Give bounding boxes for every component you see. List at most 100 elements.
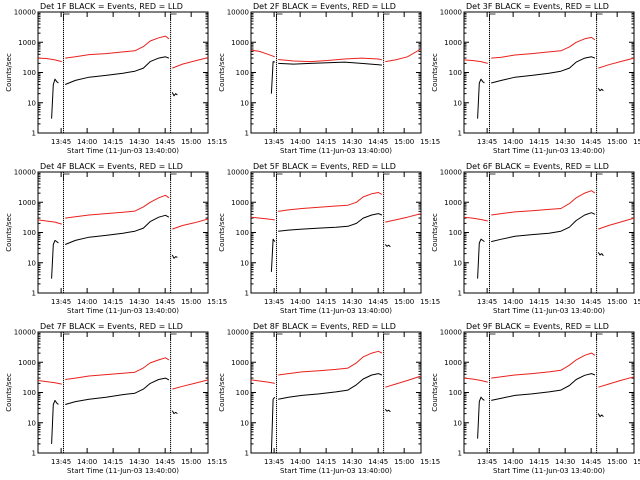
panel-title: Det 2F BLACK = Events, RED = LLD: [253, 2, 396, 11]
y-tick-label: 10000: [440, 169, 462, 177]
panel-title: Det 5F BLACK = Events, RED = LLD: [253, 162, 396, 171]
events-series-line: [171, 92, 178, 97]
x-tick-label: 14:30: [342, 138, 362, 146]
y-tick-label: 100: [449, 229, 462, 237]
y-tick-label: 10: [240, 99, 249, 107]
x-tick-label: 13:45: [477, 458, 497, 466]
panel-title: Det 6F BLACK = Events, RED = LLD: [466, 162, 609, 171]
x-tick-label: 13:45: [264, 458, 284, 466]
x-tick-label: 13:45: [264, 138, 284, 146]
lld-series-line: [491, 36, 596, 59]
x-tick-label: 15:00: [181, 298, 201, 306]
events-series-line: [171, 254, 178, 259]
x-tick-label: 14:30: [129, 298, 149, 306]
lld-series-line: [385, 213, 422, 223]
events-series-line: [65, 214, 170, 245]
y-tick-label: 1: [245, 450, 249, 458]
marker-flag: [63, 333, 70, 340]
y-tick-label: 100: [449, 389, 462, 397]
events-series-line: [270, 396, 276, 454]
x-tick-label: 14:15: [316, 298, 336, 306]
x-tick-label: 15:00: [394, 298, 414, 306]
x-tick-label: 15:00: [607, 298, 627, 306]
y-tick-label: 1000: [18, 199, 36, 207]
events-series-line: [384, 244, 391, 248]
events-series-line: [491, 373, 596, 401]
x-tick-label: 15:15: [207, 458, 227, 466]
x-tick-label: 14:00: [77, 298, 97, 306]
marker-flag: [596, 173, 603, 180]
marker-flag: [63, 13, 70, 20]
y-tick-label: 1: [458, 130, 462, 138]
y-tick-label: 1: [32, 450, 36, 458]
lld-series-line: [172, 379, 209, 390]
lld-series-line: [278, 192, 383, 212]
y-tick-label: 10000: [227, 329, 249, 337]
x-tick-label: 13:45: [51, 138, 71, 146]
x-tick-label: 13:45: [264, 298, 284, 306]
x-axis-label: Start Time (11-Jun-03 13:40:00): [280, 467, 392, 475]
x-tick-label: 15:15: [633, 138, 640, 146]
panel-title: Det 7F BLACK = Events, RED = LLD: [40, 322, 183, 331]
x-tick-label: 14:45: [581, 138, 601, 146]
y-tick-label: 1000: [231, 359, 249, 367]
events-series-line: [278, 213, 383, 232]
x-tick-label: 15:00: [181, 138, 201, 146]
events-series-line: [597, 88, 604, 92]
lld-series-line: [491, 352, 596, 379]
x-tick-label: 14:30: [342, 298, 362, 306]
events-series-line: [51, 78, 59, 119]
y-tick-label: 10000: [440, 9, 462, 17]
x-tick-label: 15:15: [207, 298, 227, 306]
marker-flag: [276, 333, 283, 340]
events-series-line: [278, 61, 382, 66]
panel-det-3f: Det 3F BLACK = Events, RED = LLD 1 10 100 10…: [431, 2, 640, 155]
marker-flag: [63, 173, 70, 180]
marker-flag: [383, 13, 390, 20]
x-tick-label: 14:00: [503, 138, 523, 146]
x-tick-label: 14:30: [555, 138, 575, 146]
x-axis-label: Start Time (11-Jun-03 13:40:00): [493, 147, 605, 155]
x-tick-label: 14:30: [555, 298, 575, 306]
y-tick-label: 10000: [14, 329, 36, 337]
x-tick-label: 14:15: [529, 458, 549, 466]
x-tick-label: 14:45: [368, 138, 388, 146]
lld-series-line: [65, 35, 170, 59]
x-tick-label: 15:15: [420, 298, 440, 306]
x-axis-label: Start Time (11-Jun-03 13:40:00): [67, 467, 179, 475]
panel-det-5f: Det 5F BLACK = Events, RED = LLD 1 10 100 10…: [218, 162, 440, 315]
x-tick-label: 13:45: [51, 298, 71, 306]
y-tick-label: 1000: [444, 359, 462, 367]
y-tick-label: 1000: [231, 199, 249, 207]
x-tick-label: 14:45: [581, 458, 601, 466]
events-series-line: [597, 413, 604, 418]
y-tick-label: 1: [32, 130, 36, 138]
lld-series-line: [250, 49, 275, 58]
x-axis-label: Start Time (11-Jun-03 13:40:00): [493, 307, 605, 315]
x-tick-label: 13:45: [51, 458, 71, 466]
x-tick-label: 14:45: [368, 458, 388, 466]
y-axis-label: Counts/sec: [218, 213, 226, 252]
marker-flag: [276, 173, 283, 180]
x-tick-label: 14:15: [529, 138, 549, 146]
y-axis-label: Counts/sec: [431, 213, 439, 252]
marker-flag: [170, 333, 177, 340]
panel-det-7f: Det 7F BLACK = Events, RED = LLD 1 10 100 10…: [5, 322, 227, 475]
y-tick-label: 10: [27, 259, 36, 267]
events-series-line: [270, 61, 275, 94]
x-tick-label: 14:00: [503, 298, 523, 306]
x-axis-label: Start Time (11-Jun-03 13:40:00): [67, 147, 179, 155]
x-axis-label: Start Time (11-Jun-03 13:40:00): [280, 147, 392, 155]
events-series-line: [384, 408, 391, 413]
marker-flag: [276, 13, 283, 20]
x-tick-label: 15:00: [181, 458, 201, 466]
events-series-line: [65, 56, 170, 85]
lld-series-line: [463, 377, 488, 383]
y-tick-label: 10: [27, 99, 36, 107]
y-axis-label: Counts/sec: [5, 53, 13, 92]
events-series-line: [477, 396, 485, 439]
x-tick-label: 15:15: [420, 138, 440, 146]
y-tick-label: 1000: [444, 199, 462, 207]
events-series-line: [65, 377, 170, 405]
y-tick-label: 100: [449, 69, 462, 77]
